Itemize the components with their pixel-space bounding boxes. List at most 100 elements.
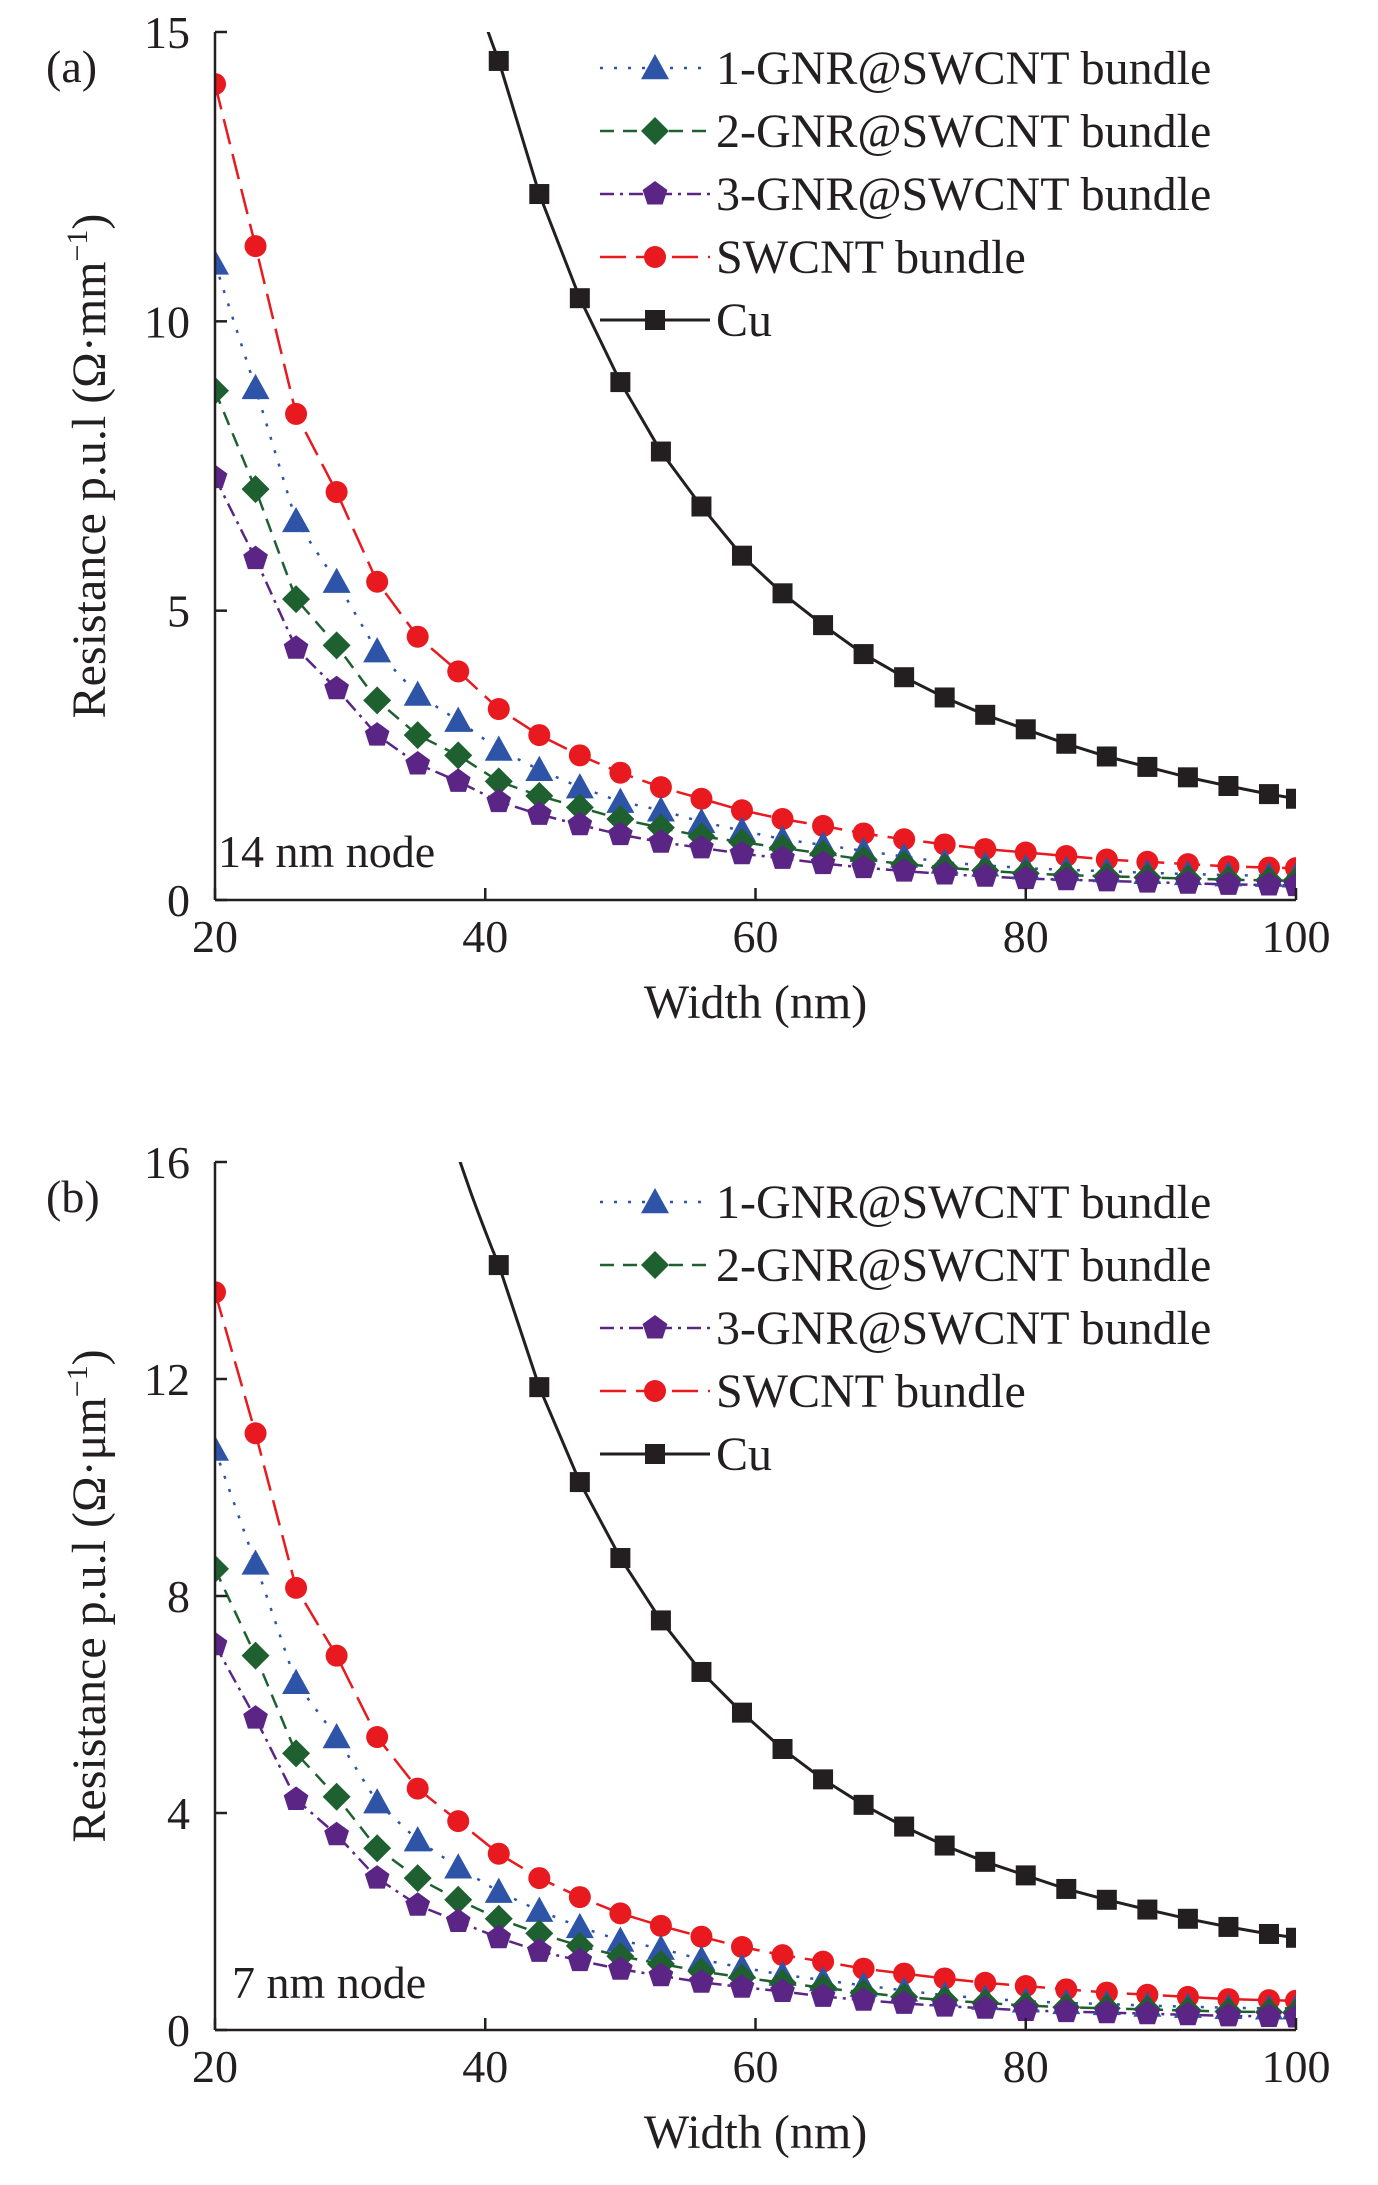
plot-area (215, 1162, 1296, 2028)
legend-item: 1-GNR@SWCNT bundle (600, 1176, 1211, 1229)
data-point (528, 724, 551, 747)
data-point (933, 1967, 956, 1990)
data-point (852, 1957, 875, 1980)
data-point (488, 1255, 509, 1276)
data-point (282, 506, 311, 533)
data-point (484, 1904, 513, 1933)
legend-marker (644, 1380, 666, 1402)
legend-label: SWCNT bundle (716, 1365, 1026, 1418)
data-point (1177, 767, 1198, 788)
legend-label: 1-GNR@SWCNT bundle (716, 42, 1211, 95)
data-point (528, 1867, 551, 1890)
data-point (484, 735, 513, 761)
data-point (1053, 1998, 1079, 2023)
data-point (322, 1782, 351, 1811)
data-point (934, 1835, 955, 1856)
data-point (282, 585, 311, 614)
data-point (1056, 733, 1077, 754)
x-tick-label: 60 (733, 911, 779, 962)
data-point (893, 828, 916, 851)
series-line-3 (215, 1291, 1296, 2002)
data-point (813, 615, 834, 636)
data-point (282, 1739, 311, 1768)
data-point (484, 767, 513, 796)
data-point (403, 721, 432, 750)
data-point (1137, 1899, 1158, 1920)
data-point (322, 567, 351, 593)
legend-label: 1-GNR@SWCNT bundle (716, 1176, 1211, 1229)
data-point (283, 635, 309, 659)
data-point (975, 1851, 996, 1872)
data-point (322, 1723, 351, 1749)
x-tick-label: 20 (192, 2041, 238, 2092)
data-point (810, 1983, 836, 2007)
data-point (731, 1702, 752, 1723)
legend-item: 3-GNR@SWCNT bundle (600, 1302, 1211, 1355)
data-point (568, 1886, 591, 1909)
data-point (325, 1644, 348, 1667)
data-point (324, 1821, 349, 1846)
data-point (646, 796, 675, 822)
data-point (405, 751, 431, 775)
data-point (406, 1777, 429, 1800)
data-point (608, 1956, 633, 1980)
data-point (215, 249, 229, 275)
data-point (488, 50, 509, 71)
data-point (364, 722, 390, 746)
data-point (568, 744, 591, 767)
x-tick-label: 100 (1262, 911, 1331, 962)
data-point (243, 1705, 268, 1729)
data-point (770, 1978, 795, 2002)
data-point (403, 1864, 432, 1893)
data-point (687, 807, 716, 834)
data-point (403, 1826, 432, 1852)
data-point (1135, 2000, 1160, 2025)
data-point (565, 1912, 594, 1939)
legend-marker (641, 117, 669, 145)
data-point (812, 1950, 835, 1973)
data-point (891, 1990, 917, 2014)
data-point (1216, 2002, 1241, 2027)
data-point (1094, 1999, 1120, 2024)
x-tick-label: 60 (733, 2041, 779, 2092)
data-point (1256, 872, 1282, 896)
data-point (325, 481, 348, 504)
y-tick-label: 10 (144, 296, 190, 347)
data-point (894, 1816, 915, 1837)
data-point (932, 861, 957, 885)
data-point (690, 1925, 713, 1948)
data-point (1286, 788, 1296, 809)
data-point (1175, 2001, 1201, 2026)
data-point (650, 1610, 671, 1631)
data-point (241, 1641, 270, 1670)
data-point (244, 1422, 267, 1445)
x-tick-label: 40 (462, 911, 508, 962)
data-point (486, 788, 512, 813)
data-point (1258, 1923, 1279, 1944)
data-point (215, 1435, 229, 1461)
data-point (565, 773, 594, 799)
data-point (690, 787, 713, 810)
data-point (812, 814, 835, 837)
data-point (406, 625, 429, 648)
data-point (729, 840, 755, 865)
data-point (324, 675, 349, 700)
legend-label: 2-GNR@SWCNT bundle (716, 1239, 1211, 1292)
data-point (569, 288, 590, 309)
legend-item: 1-GNR@SWCNT bundle (600, 42, 1211, 95)
data-point (445, 768, 471, 792)
legend-marker (642, 181, 668, 205)
data-point (447, 660, 470, 683)
data-point (215, 1281, 226, 1304)
data-point (444, 1853, 473, 1879)
data-point (285, 1576, 308, 1599)
panel-b: 20 40 60 80 100 0 4 8 12 16 Width (nm) Resistance p… (46, 1137, 1331, 2159)
data-point (813, 1769, 834, 1790)
series-line-1 (215, 1568, 1296, 2014)
data-point (731, 545, 752, 566)
data-point (1096, 746, 1117, 767)
data-point (932, 1993, 957, 2017)
data-point (810, 850, 836, 875)
data-point (282, 1668, 311, 1694)
